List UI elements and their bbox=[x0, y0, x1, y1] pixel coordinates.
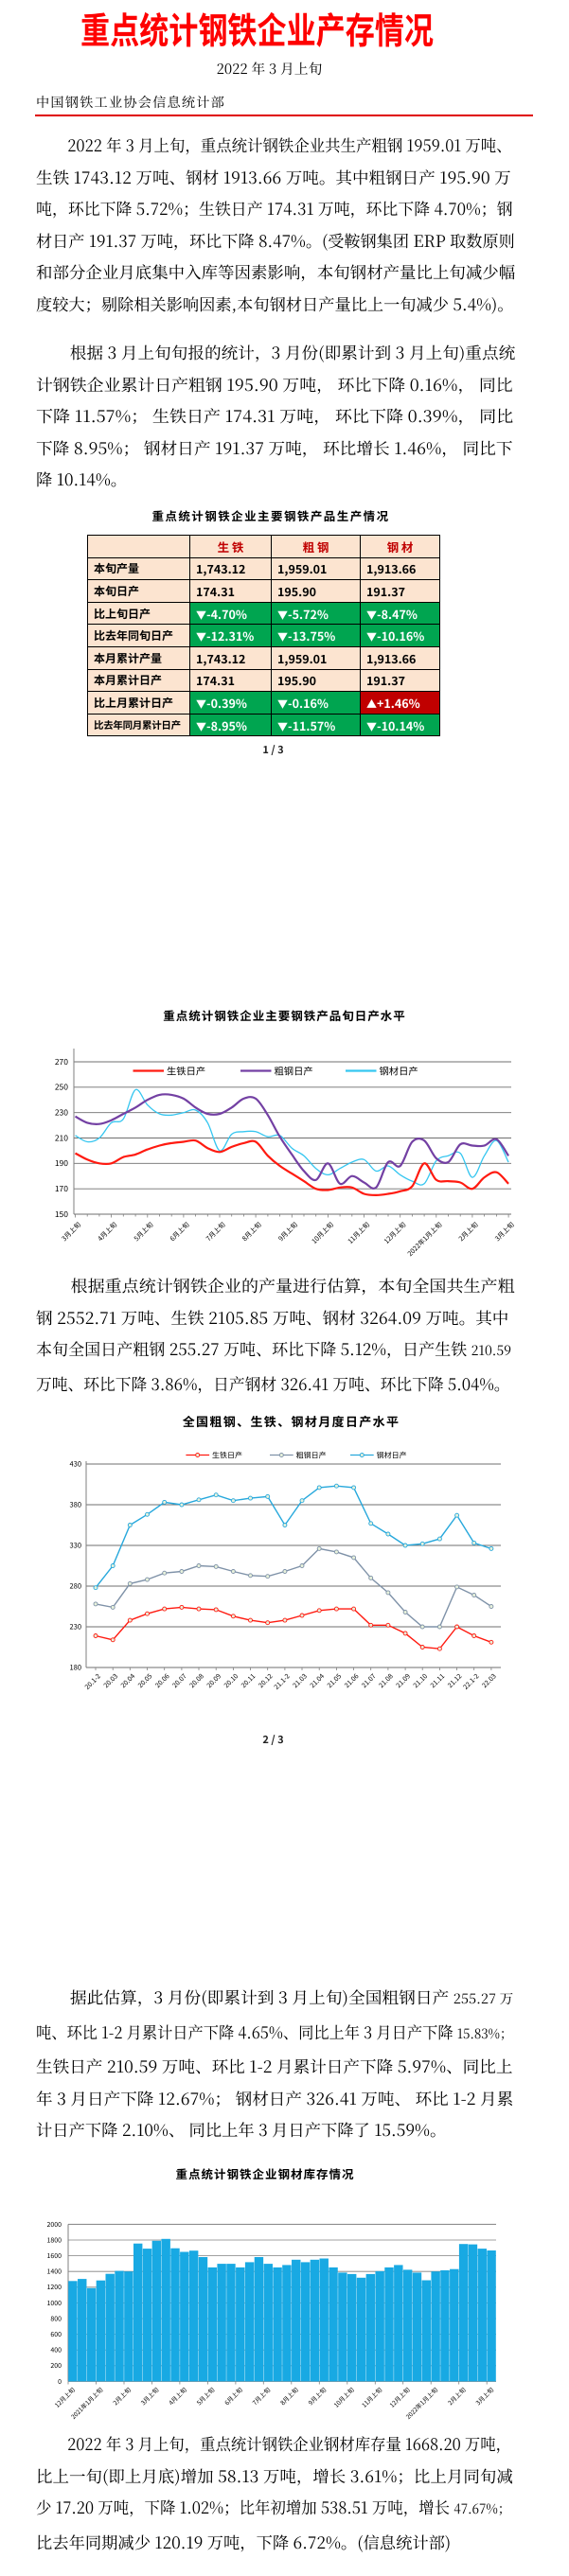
svg-text:3月上旬: 3月上旬 bbox=[60, 1220, 83, 1244]
svg-text:22.1-2: 22.1-2 bbox=[461, 1672, 481, 1692]
svg-text:6月上旬: 6月上旬 bbox=[169, 1220, 192, 1244]
svg-text:280: 280 bbox=[70, 1581, 82, 1592]
svg-text:2月上旬: 2月上旬 bbox=[111, 2385, 133, 2408]
svg-text:10月上旬: 10月上旬 bbox=[331, 2385, 356, 2409]
svg-text:21.11: 21.11 bbox=[429, 1672, 448, 1691]
svg-text:210: 210 bbox=[55, 1132, 68, 1143]
svg-text:2000: 2000 bbox=[46, 2220, 62, 2230]
svg-text:20.04: 20.04 bbox=[119, 1672, 138, 1691]
svg-text:7月上旬: 7月上旬 bbox=[204, 1220, 228, 1244]
svg-text:10月上旬: 10月上旬 bbox=[310, 1220, 335, 1245]
svg-text:20.03: 20.03 bbox=[101, 1672, 120, 1691]
svg-text:9月上旬: 9月上旬 bbox=[276, 1220, 300, 1244]
svg-text:8月上旬: 8月上旬 bbox=[240, 1220, 264, 1244]
svg-text:7月上旬: 7月上旬 bbox=[250, 2385, 273, 2408]
svg-text:20.08: 20.08 bbox=[187, 1672, 206, 1691]
svg-text:200: 200 bbox=[50, 2361, 62, 2371]
svg-text:1200: 1200 bbox=[46, 2283, 62, 2292]
svg-text:3月上旬: 3月上旬 bbox=[493, 1220, 517, 1244]
svg-text:230: 230 bbox=[70, 1622, 82, 1632]
svg-text:21.05: 21.05 bbox=[326, 1672, 345, 1691]
svg-text:粗钢日产: 粗钢日产 bbox=[275, 1064, 313, 1078]
svg-text:430: 430 bbox=[70, 1459, 82, 1470]
svg-text:21.12: 21.12 bbox=[446, 1672, 465, 1691]
svg-text:11月上旬: 11月上旬 bbox=[359, 2385, 383, 2409]
svg-text:4月上旬: 4月上旬 bbox=[166, 2385, 188, 2408]
svg-text:0: 0 bbox=[58, 2377, 62, 2387]
svg-text:21.06: 21.06 bbox=[343, 1672, 362, 1691]
svg-text:钢材日产: 钢材日产 bbox=[380, 1064, 418, 1078]
svg-text:2月上旬: 2月上旬 bbox=[457, 1220, 481, 1244]
svg-text:400: 400 bbox=[50, 2346, 62, 2355]
svg-text:600: 600 bbox=[50, 2330, 62, 2339]
svg-text:22.03: 22.03 bbox=[480, 1672, 499, 1691]
svg-text:1800: 1800 bbox=[46, 2235, 62, 2245]
svg-text:20.09: 20.09 bbox=[204, 1672, 223, 1691]
svg-text:1000: 1000 bbox=[46, 2299, 62, 2308]
svg-text:1600: 1600 bbox=[46, 2251, 62, 2261]
svg-text:170: 170 bbox=[55, 1183, 68, 1194]
svg-text:粗钢日产: 粗钢日产 bbox=[296, 1451, 327, 1461]
svg-text:190: 190 bbox=[55, 1157, 68, 1169]
svg-text:20.11: 20.11 bbox=[240, 1672, 258, 1691]
svg-text:生铁日产: 生铁日产 bbox=[167, 1064, 205, 1078]
svg-text:6月上旬: 6月上旬 bbox=[222, 2385, 244, 2408]
svg-text:2022年1月上旬: 2022年1月上旬 bbox=[406, 1220, 445, 1259]
svg-text:21.09: 21.09 bbox=[394, 1672, 413, 1691]
svg-text:20.07: 20.07 bbox=[170, 1672, 189, 1691]
svg-text:250: 250 bbox=[55, 1082, 68, 1093]
svg-text:9月上旬: 9月上旬 bbox=[306, 2385, 329, 2408]
svg-text:5月上旬: 5月上旬 bbox=[194, 2385, 217, 2408]
svg-text:330: 330 bbox=[70, 1541, 82, 1551]
svg-text:8月上旬: 8月上旬 bbox=[277, 2385, 300, 2408]
svg-text:3月上旬: 3月上旬 bbox=[473, 2385, 496, 2408]
svg-text:270: 270 bbox=[55, 1056, 68, 1067]
svg-text:380: 380 bbox=[70, 1500, 82, 1510]
svg-text:12月上旬: 12月上旬 bbox=[52, 2385, 77, 2409]
svg-text:20.12: 20.12 bbox=[257, 1672, 276, 1691]
svg-text:180: 180 bbox=[70, 1663, 82, 1673]
svg-text:4月上旬: 4月上旬 bbox=[96, 1220, 119, 1244]
svg-text:5月上旬: 5月上旬 bbox=[132, 1220, 155, 1244]
svg-text:21.03: 21.03 bbox=[291, 1672, 310, 1691]
svg-text:3月上旬: 3月上旬 bbox=[138, 2385, 161, 2408]
svg-text:12月上旬: 12月上旬 bbox=[382, 1220, 408, 1245]
svg-text:生铁日产: 生铁日产 bbox=[212, 1451, 242, 1461]
svg-text:21.08: 21.08 bbox=[377, 1672, 396, 1691]
svg-text:20.05: 20.05 bbox=[136, 1672, 155, 1691]
svg-text:11月上旬: 11月上旬 bbox=[346, 1220, 371, 1245]
svg-text:21.1-2: 21.1-2 bbox=[272, 1672, 292, 1692]
svg-text:230: 230 bbox=[55, 1107, 68, 1119]
svg-text:21.04: 21.04 bbox=[308, 1672, 327, 1691]
svg-text:钢材日产: 钢材日产 bbox=[377, 1451, 407, 1461]
svg-text:21.10: 21.10 bbox=[411, 1672, 430, 1691]
svg-text:1400: 1400 bbox=[46, 2267, 62, 2277]
svg-text:21.07: 21.07 bbox=[360, 1672, 379, 1691]
svg-text:20.10: 20.10 bbox=[222, 1672, 241, 1691]
svg-text:12月上旬: 12月上旬 bbox=[387, 2385, 412, 2409]
svg-text:150: 150 bbox=[55, 1209, 68, 1220]
svg-text:20.1-2: 20.1-2 bbox=[82, 1672, 102, 1692]
svg-text:800: 800 bbox=[50, 2314, 62, 2323]
svg-text:20.06: 20.06 bbox=[153, 1672, 172, 1691]
svg-text:2月上旬: 2月上旬 bbox=[445, 2385, 468, 2408]
